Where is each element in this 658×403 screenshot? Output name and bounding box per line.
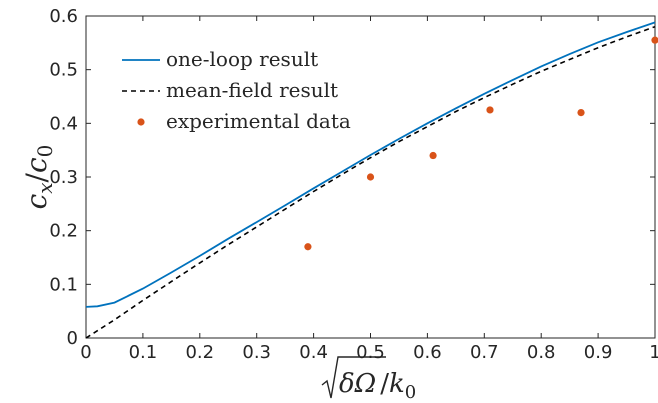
data-point	[486, 106, 494, 114]
x-tick-label: 0.1	[129, 342, 158, 363]
data-point	[366, 173, 375, 181]
sqrt-sign	[321, 356, 386, 399]
x-axis-label-part: /	[380, 369, 389, 399]
data-point	[577, 109, 585, 117]
legend-label: one-loop result	[166, 47, 318, 71]
y-tick-label: 0.3	[49, 167, 78, 188]
y-axis-label-text: cx/c0	[20, 145, 57, 210]
y-tick-label: 0.4	[49, 113, 78, 134]
x-axis-label: δΩ/k0	[321, 356, 416, 403]
x-axis-label-part: δΩ	[339, 369, 376, 399]
x-tick-label: 0.9	[584, 342, 613, 363]
x-axis-label-part: 0	[405, 382, 416, 403]
y-axis-label-part: x	[33, 182, 57, 193]
one-loop-line	[85, 21, 656, 308]
x-tick-label: 0.7	[470, 342, 499, 363]
x-tick-label: 0.5	[356, 342, 385, 363]
legend: one-loop result mean-field result experime…	[122, 47, 351, 133]
data-point	[429, 151, 437, 160]
series-layer	[85, 21, 658, 339]
y-axis-label-part: c	[20, 157, 53, 173]
y-tick-label: 0.5	[49, 60, 78, 81]
x-axis-label-text: δΩ/k0	[339, 369, 416, 403]
y-tick-label: 0.1	[49, 274, 78, 295]
y-axis-label-part: c	[20, 193, 53, 209]
x-axis-label-part: k	[389, 369, 405, 399]
y-tick-label: 0.6	[49, 6, 78, 27]
legend-marker	[137, 118, 145, 126]
y-axis-label-part: 0	[33, 145, 57, 158]
x-tick-label: 0	[80, 342, 91, 363]
data-point	[651, 36, 658, 44]
plot-area: 0 0.1 0.2 0.3 0.4 0.5 0.6 0.7 0.8 0.9 1 0 0.1 0.2 0.3 0…	[49, 6, 658, 363]
y-axis-label: cx/c0	[20, 145, 57, 210]
y-tick-label: 0	[67, 328, 78, 349]
x-tick-label: 0.2	[185, 342, 214, 363]
mean-field-line	[85, 25, 656, 339]
x-tick-label: 0.3	[242, 342, 271, 363]
x-tick-label: 0.6	[413, 342, 442, 363]
y-axis-label-part: /	[20, 172, 53, 182]
x-tick-label: 0.4	[299, 342, 328, 363]
x-tick-label: 1	[649, 342, 658, 363]
legend-label: mean-field result	[166, 78, 338, 102]
legend-label: experimental data	[166, 109, 351, 133]
data-point	[304, 243, 312, 251]
y-tick-label: 0.2	[49, 221, 78, 242]
x-tick-label: 0.8	[527, 342, 556, 363]
